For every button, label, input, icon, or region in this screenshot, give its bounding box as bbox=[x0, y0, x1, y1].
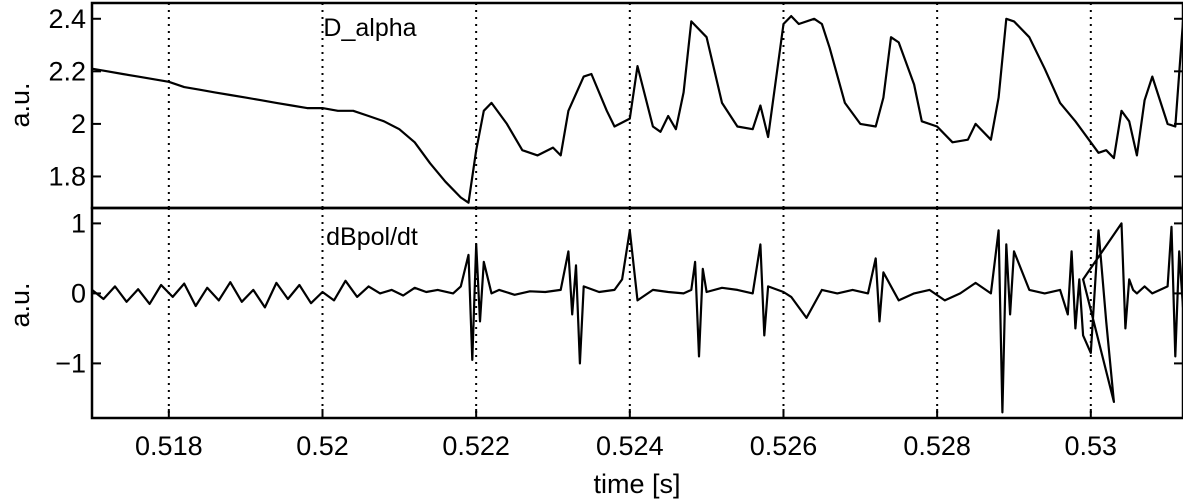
top-panel-title: D_alpha bbox=[323, 14, 416, 42]
top-panel-y-axis-label: a.u. bbox=[5, 82, 35, 127]
bottom-panel: −101 dBpol/dt a.u. 0.518 0.52 0.522 0.524 0.… bbox=[5, 206, 1183, 499]
bottom-y-tick-label-2: 1 bbox=[71, 208, 86, 238]
x-tick-label-4: 0.526 bbox=[750, 431, 818, 461]
bottom-panel-y-ticks: −1 0 1 bbox=[55, 208, 1183, 378]
top-panel-frame bbox=[90, 1, 1183, 210]
x-axis-ticks: 0.518 0.52 0.522 0.524 0.526 0.528 0.53 bbox=[135, 409, 1117, 461]
x-tick-label-0: 0.518 bbox=[135, 431, 203, 461]
x-tick-label-3: 0.524 bbox=[596, 431, 664, 461]
top-panel: 1.8 2 2.2 2.4 D_alpha a.u. bbox=[5, 1, 1183, 210]
bottom-y-tick-label-1: 0 bbox=[71, 278, 86, 308]
bottom-panel-y-axis-label: a.u. bbox=[5, 282, 35, 327]
top-y-tick-label-2: 2.2 bbox=[48, 56, 86, 86]
bottom-panel-frame bbox=[90, 206, 1183, 420]
bottom-y-tick-label-0: −1 bbox=[55, 348, 86, 378]
top-panel-grid bbox=[167, 3, 1092, 208]
bottom-panel-title: dBpol/dt bbox=[326, 223, 418, 251]
x-tick-label-6: 0.53 bbox=[1065, 431, 1118, 461]
x-tick-label-2: 0.522 bbox=[442, 431, 510, 461]
top-panel-y-ticks: 1.8 2 2.2 2.4 bbox=[48, 4, 1183, 191]
top-y-tick-label-3: 2.4 bbox=[48, 4, 86, 34]
top-y-tick-label-0: 1.8 bbox=[48, 161, 86, 191]
dbpol-dt-series-line bbox=[91, 222, 1183, 414]
x-tick-label-1: 0.52 bbox=[296, 431, 349, 461]
top-y-tick-label-1: 2 bbox=[71, 109, 86, 139]
x-tick-label-5: 0.528 bbox=[903, 431, 971, 461]
d-alpha-series-line bbox=[91, 15, 1183, 204]
bottom-panel-grid bbox=[167, 208, 1092, 418]
x-axis-label: time [s] bbox=[593, 469, 680, 499]
